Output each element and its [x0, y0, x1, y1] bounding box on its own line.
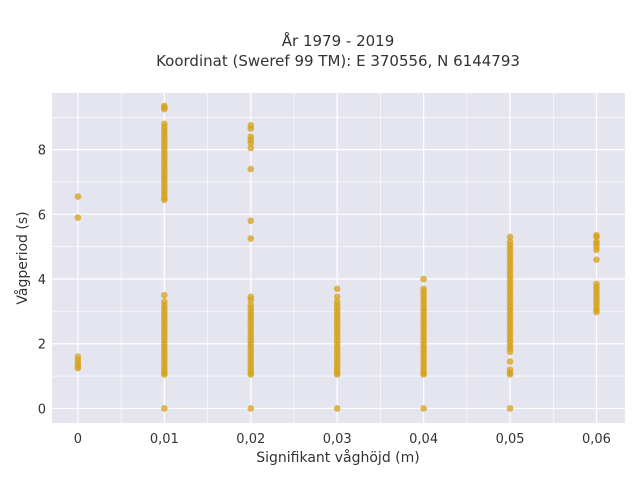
data-point — [74, 193, 82, 200]
data-point — [247, 217, 255, 225]
y-tick-label: 2 — [38, 338, 46, 353]
data-point — [420, 405, 427, 412]
x-axis-label: Signifikant våghöjd (m) — [256, 449, 419, 466]
data-point — [74, 214, 82, 221]
data-point — [506, 371, 514, 378]
data-point — [161, 371, 168, 378]
x-tick-label: 0 — [74, 432, 82, 447]
x-tick-label: 0,06 — [582, 432, 611, 447]
chart-title-line2: Koordinat (Sweref 99 TM): E 370556, N 61… — [156, 52, 520, 70]
data-point — [247, 139, 255, 147]
data-point — [506, 233, 514, 241]
data-point — [333, 285, 341, 293]
data-point — [247, 405, 255, 412]
data-point — [420, 275, 427, 283]
data-point — [506, 348, 514, 356]
data-point — [333, 371, 341, 378]
x-tick-label: 0,01 — [150, 432, 179, 447]
data-point — [161, 196, 168, 204]
y-tick-label: 8 — [38, 144, 46, 159]
data-point — [420, 371, 427, 378]
data-point — [593, 308, 600, 316]
x-tick-label: 0,02 — [236, 432, 265, 447]
y-axis-ticks: 0 2 4 6 8 — [38, 144, 46, 418]
y-tick-label: 4 — [38, 273, 46, 288]
x-tick-label: 0,05 — [496, 432, 525, 447]
data-point — [593, 233, 600, 241]
data-point — [74, 364, 82, 372]
data-point — [333, 405, 341, 412]
data-point — [161, 405, 168, 412]
data-point — [593, 256, 600, 263]
data-point — [333, 293, 341, 301]
y-axis-label: Vågperiod (s) — [14, 211, 31, 304]
data-point — [247, 371, 255, 378]
data-point — [247, 235, 255, 242]
y-tick-label: 0 — [38, 402, 46, 417]
data-point — [247, 296, 255, 304]
data-point — [247, 125, 255, 132]
data-point — [593, 246, 600, 254]
data-points — [74, 102, 600, 412]
data-point — [506, 405, 514, 412]
x-axis-ticks: 0 0,01 0,02 0,03 0,04 0,05 0,06 — [74, 432, 611, 447]
data-point — [161, 105, 168, 113]
data-point — [247, 165, 255, 173]
x-tick-label: 0,03 — [323, 432, 352, 447]
data-point — [161, 291, 168, 299]
data-point — [247, 144, 255, 152]
y-tick-label: 6 — [38, 208, 46, 223]
data-point — [506, 358, 514, 365]
chart-title-line1: År 1979 - 2019 — [282, 31, 395, 50]
x-tick-label: 0,04 — [409, 432, 438, 447]
